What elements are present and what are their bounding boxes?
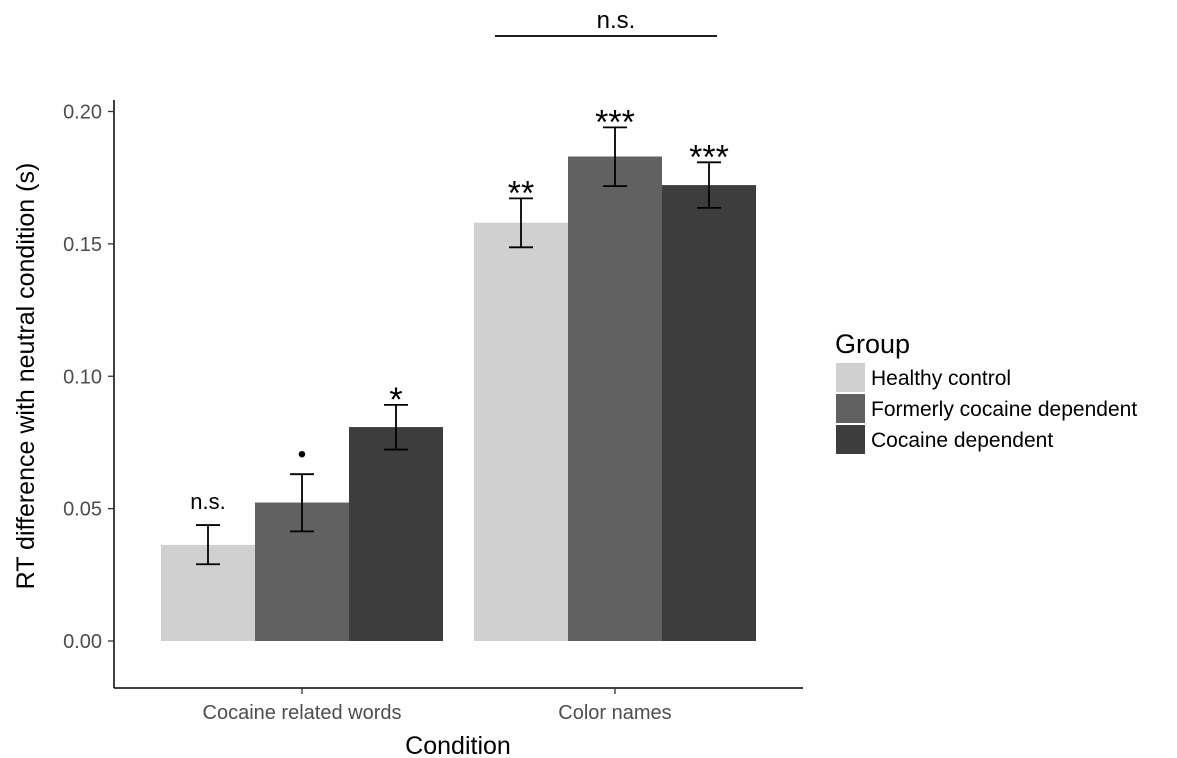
significance-label: ** xyxy=(508,174,534,212)
error-bar xyxy=(603,126,627,188)
x-tick-label: Cocaine related words xyxy=(203,702,402,724)
bar xyxy=(349,427,443,641)
legend-title: Group xyxy=(835,329,910,359)
y-tick-label: 0.15 xyxy=(63,234,102,256)
bar xyxy=(568,156,662,641)
x-ticks: Cocaine related words Color names xyxy=(203,688,672,724)
bar xyxy=(474,222,568,641)
significance-label: *** xyxy=(689,138,729,176)
error-bar xyxy=(509,197,533,249)
error-bar xyxy=(196,524,220,566)
x-axis-title: Condition xyxy=(405,732,511,758)
significance-label: * xyxy=(389,381,402,419)
legend-label: Formerly cocaine dependent xyxy=(871,398,1137,421)
significance-label: n.s. xyxy=(190,489,225,514)
legend-key xyxy=(836,425,865,454)
error-bar xyxy=(697,161,721,209)
y-tick-label: 0.00 xyxy=(63,631,102,653)
error-bar xyxy=(384,403,408,451)
legend-label: Cocaine dependent xyxy=(871,429,1053,452)
y-tick-label: 0.05 xyxy=(63,499,102,521)
bar xyxy=(662,185,756,641)
axes xyxy=(113,100,803,689)
y-tick-label: 0.20 xyxy=(63,102,102,124)
significance-labels: n.s.•********* xyxy=(190,103,729,514)
legend-label: Healthy control xyxy=(871,367,1011,390)
y-tick-label: 0.10 xyxy=(63,366,102,388)
error-bar xyxy=(290,473,314,533)
x-tick-label: Color names xyxy=(558,702,671,724)
comparison-bracket: n.s. xyxy=(495,7,717,37)
legend: Group Healthy control Formerly cocaine de… xyxy=(835,329,1137,454)
significance-label: *** xyxy=(595,103,635,141)
bars xyxy=(161,156,756,641)
bracket-label: n.s. xyxy=(597,7,636,34)
y-ticks: 0.00 0.05 0.10 0.15 0.20 xyxy=(63,102,114,653)
error-bars xyxy=(196,126,721,566)
legend-key xyxy=(836,394,865,423)
legend-key xyxy=(836,363,865,392)
y-axis-title: RT difference with neutral condition (s) xyxy=(12,163,40,590)
significance-label: • xyxy=(298,441,306,468)
